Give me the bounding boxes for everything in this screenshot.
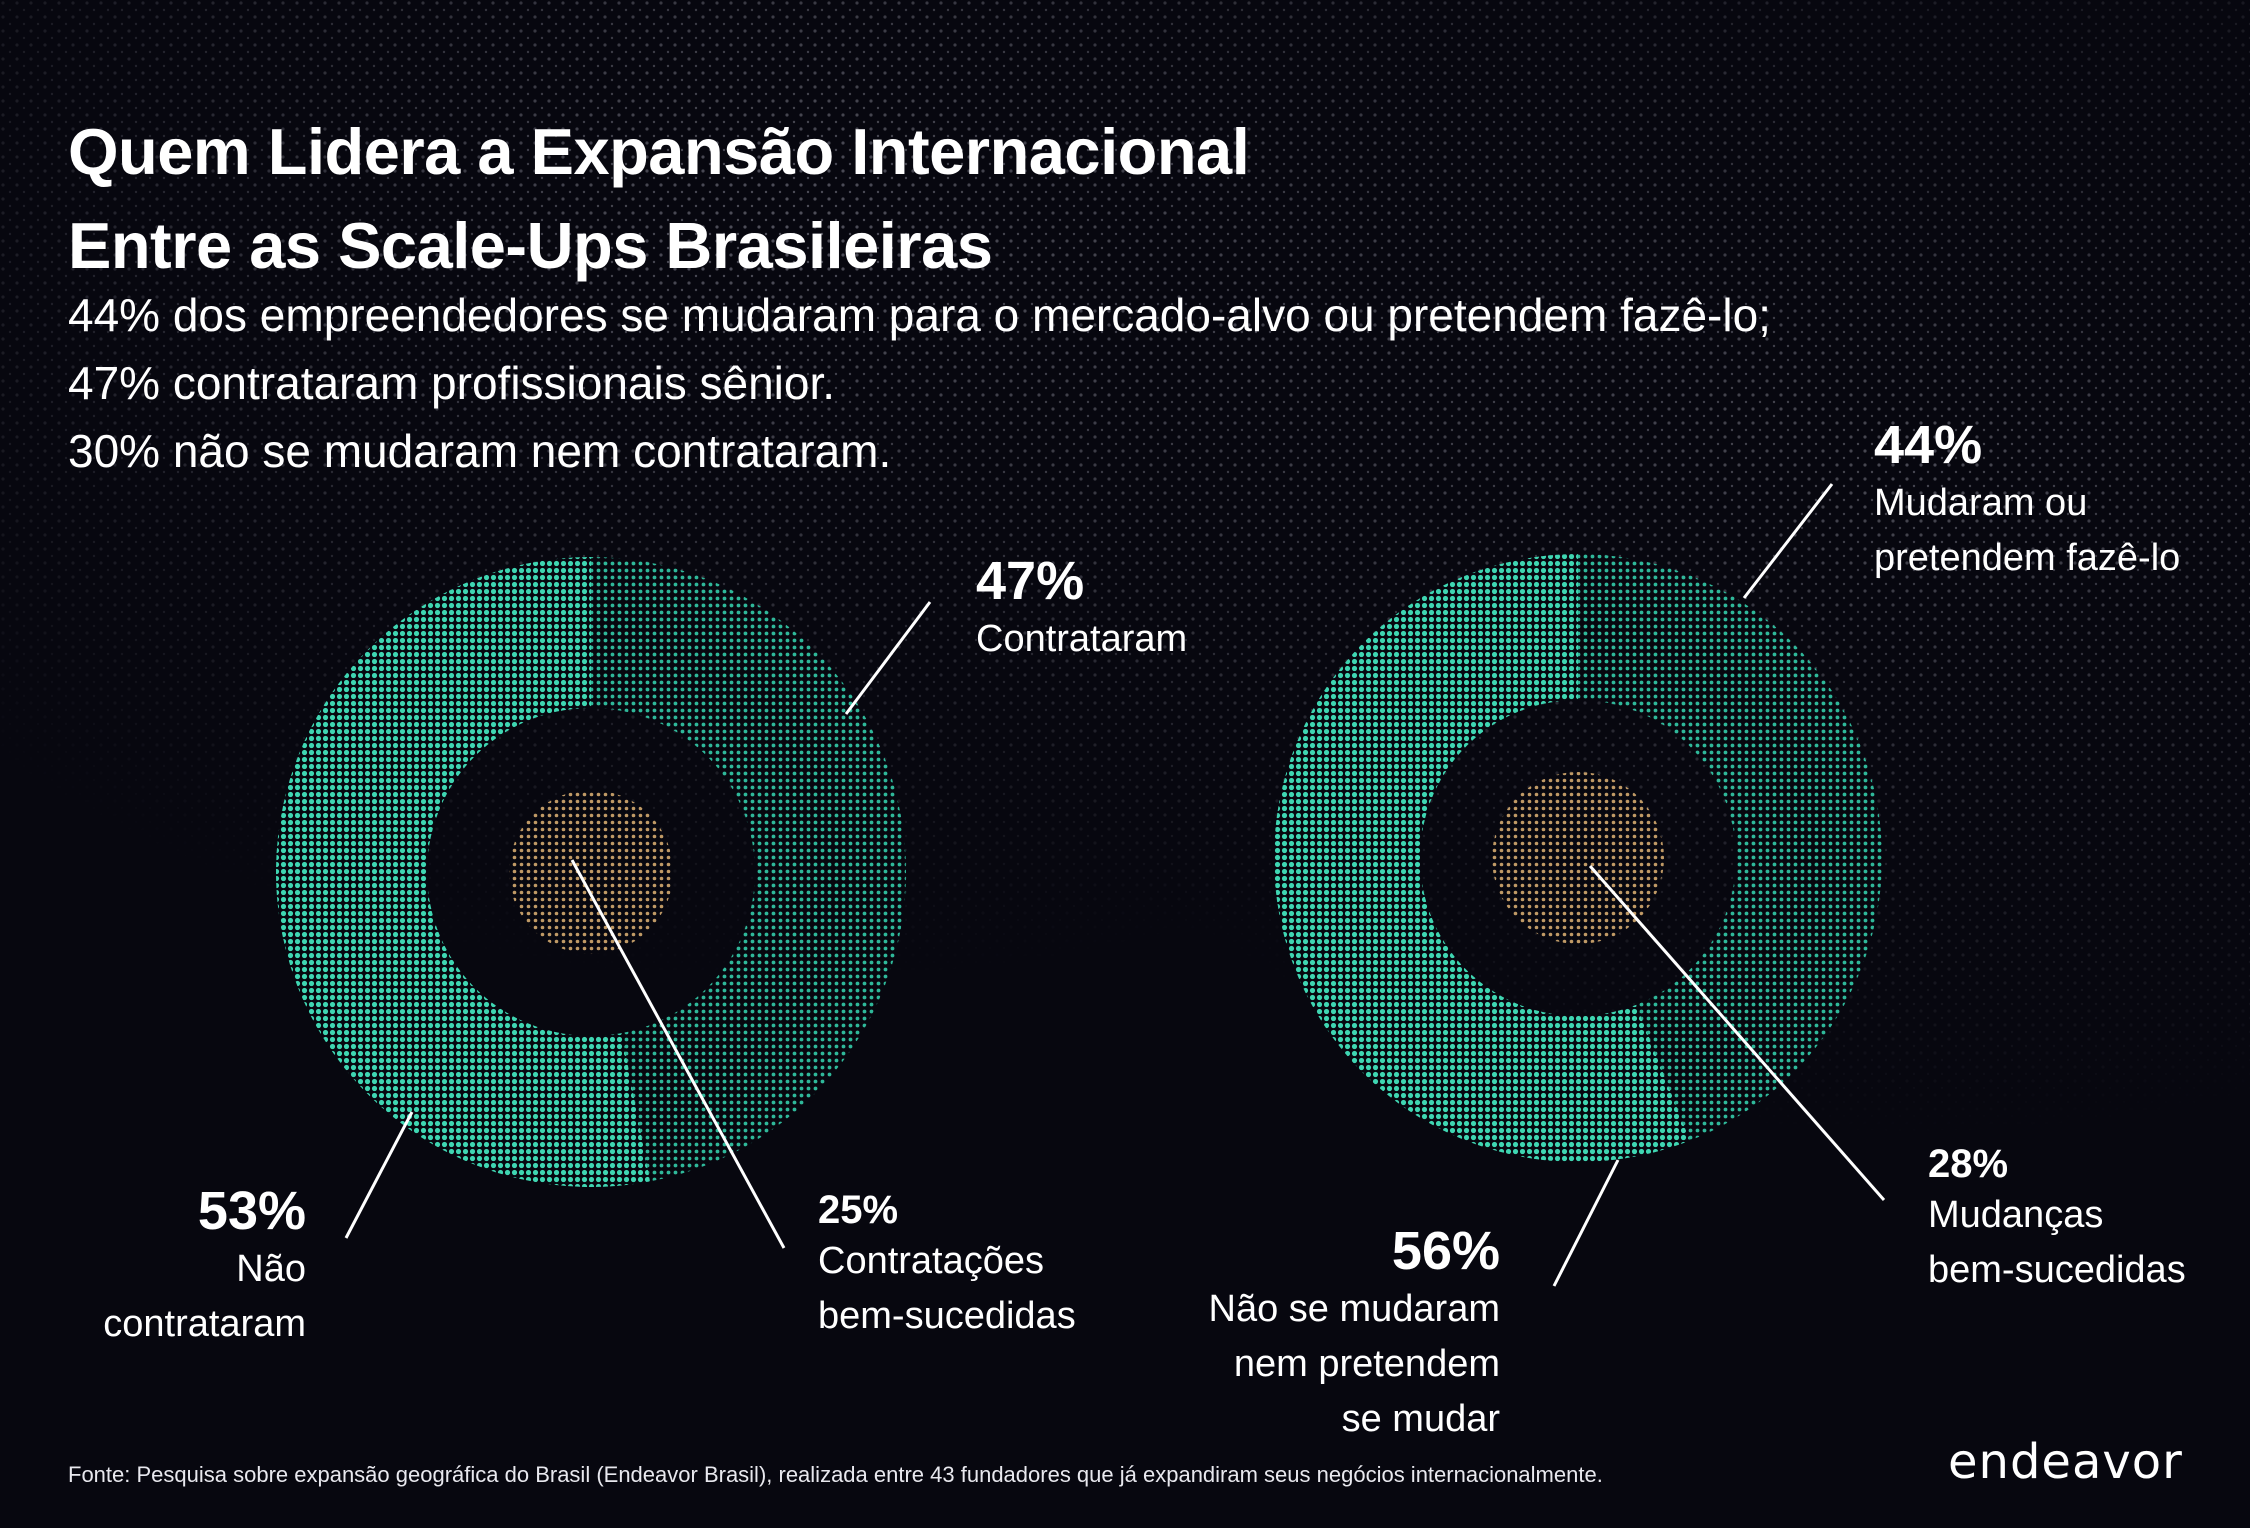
- label-text-line-2: pretendem fazê-lo: [1874, 537, 2181, 579]
- title-line-2: Entre as Scale-Ups Brasileiras: [68, 209, 993, 282]
- donut-slice-44: [1578, 554, 1883, 1141]
- title-line-1: Quem Lidera a Expansão Internacional: [68, 115, 1250, 188]
- donut-slice-53: [276, 557, 651, 1187]
- label-25-contratacoes: 25% Contratações bem-sucedidas: [818, 1186, 1076, 1344]
- label-value: 53%: [197, 1181, 306, 1241]
- chart-subtitle: 44% dos empreendedores se mudaram para o…: [68, 281, 2168, 485]
- label-text-line-2: nem pretendem: [1233, 1343, 1500, 1385]
- label-value: 47%: [976, 551, 1085, 611]
- label-text-line-2: bem-sucedidas: [818, 1295, 1076, 1337]
- label-text-line-1: Não: [236, 1248, 306, 1290]
- subtitle-line-1: 44% dos empreendedores se mudaram para o…: [68, 289, 1771, 341]
- label-value: 44%: [1874, 415, 1983, 475]
- label-text-line-1: Mudanças: [1928, 1194, 2104, 1236]
- leader-line-44: [1742, 483, 1834, 599]
- label-value: 28%: [1928, 1142, 2009, 1186]
- label-text-line-2: bem-sucedidas: [1928, 1249, 2186, 1291]
- donut-chart-relocation: [1274, 554, 1883, 1162]
- label-56-nao-mudaram: 56% Não se mudaram nem pretendem se muda…: [1160, 1220, 1500, 1447]
- label-47-contrataram: 47% Contrataram: [976, 550, 1187, 667]
- donut-chart-hiring: [276, 557, 907, 1187]
- center-circle-28: [1492, 772, 1664, 944]
- label-value: 25%: [818, 1188, 899, 1232]
- subtitle-line-3: 30% não se mudaram nem contrataram.: [68, 425, 892, 477]
- label-text-line-1: Mudaram ou: [1874, 482, 2088, 524]
- leader-line-56: [1552, 1159, 1620, 1287]
- label-53-nao-contrataram: 53% Não contrataram: [60, 1180, 306, 1352]
- label-text-line-1: Contratações: [818, 1240, 1045, 1282]
- leader-line-28: [1588, 865, 1886, 1201]
- label-text-line-3: se mudar: [1341, 1398, 1500, 1440]
- leader-line-47: [844, 601, 932, 715]
- label-value: 56%: [1391, 1221, 1500, 1281]
- donut-slice-47: [591, 557, 907, 1182]
- leader-line-25: [570, 859, 786, 1249]
- center-circle-25: [509, 790, 673, 954]
- label-28-mudancas: 28% Mudanças bem-sucedidas: [1928, 1140, 2186, 1298]
- source-footnote: Fonte: Pesquisa sobre expansão geográfic…: [68, 1462, 1603, 1487]
- label-text-line-1: Não se mudaram: [1208, 1288, 1500, 1330]
- label-text: Contrataram: [976, 618, 1188, 660]
- endeavor-logo: endeavor: [1948, 1434, 2183, 1490]
- label-44-mudaram: 44% Mudaram ou pretendem fazê-lo: [1874, 414, 2180, 586]
- chart-title: Quem Lidera a Expansão Internacional Ent…: [68, 105, 1768, 293]
- leader-lines: [344, 483, 1886, 1287]
- label-text-line-2: contrataram: [103, 1303, 306, 1345]
- donut-slice-56: [1274, 554, 1690, 1162]
- subtitle-line-2: 47% contrataram profissionais sênior.: [68, 357, 836, 409]
- leader-line-53: [344, 1111, 414, 1239]
